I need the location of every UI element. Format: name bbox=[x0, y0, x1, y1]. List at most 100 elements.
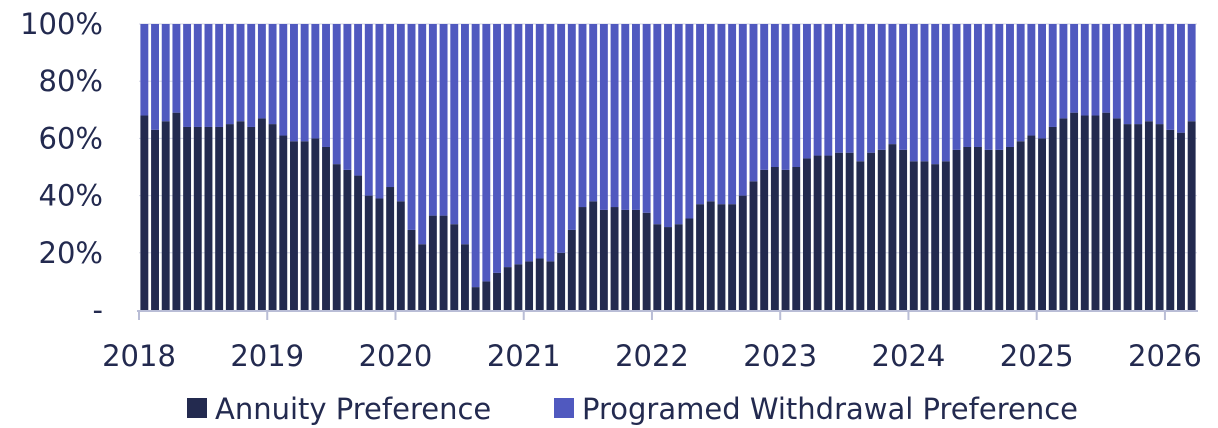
bar-programed-withdrawal-preference bbox=[685, 24, 694, 219]
bar-programed-withdrawal-preference bbox=[1134, 24, 1143, 125]
bar-programed-withdrawal-preference bbox=[503, 24, 512, 268]
bar-annuity-preference bbox=[215, 126, 224, 311]
bar-programed-withdrawal-preference bbox=[995, 24, 1004, 150]
bar-programed-withdrawal-preference bbox=[1155, 24, 1164, 125]
bar-programed-withdrawal-preference bbox=[1006, 24, 1014, 147]
bar-programed-withdrawal-preference bbox=[279, 24, 288, 136]
bar-programed-withdrawal-preference bbox=[589, 24, 598, 202]
bar-programed-withdrawal-preference bbox=[1177, 24, 1185, 133]
bar-annuity-preference bbox=[1177, 132, 1185, 310]
bar-annuity-preference bbox=[311, 138, 320, 310]
bar-programed-withdrawal-preference bbox=[1070, 24, 1079, 113]
bar-programed-withdrawal-preference bbox=[514, 24, 523, 265]
bar-annuity-preference bbox=[493, 272, 501, 310]
bar-annuity-preference bbox=[1038, 138, 1046, 310]
bar-programed-withdrawal-preference bbox=[546, 24, 555, 262]
bar-programed-withdrawal-preference bbox=[525, 24, 534, 262]
bar-programed-withdrawal-preference bbox=[225, 24, 234, 125]
bar-programed-withdrawal-preference bbox=[257, 24, 266, 119]
bar-annuity-preference bbox=[802, 158, 811, 310]
bar-programed-withdrawal-preference bbox=[151, 24, 159, 130]
bar-programed-withdrawal-preference bbox=[375, 24, 384, 199]
bar-programed-withdrawal-preference bbox=[1091, 24, 1100, 116]
bar-annuity-preference bbox=[546, 261, 555, 310]
bar-annuity-preference bbox=[375, 198, 384, 310]
legend-swatch-annuity-preference bbox=[187, 398, 207, 418]
bar-programed-withdrawal-preference bbox=[1080, 24, 1089, 116]
bar-annuity-preference bbox=[899, 149, 908, 310]
bar-annuity-preference bbox=[781, 169, 790, 310]
bar-annuity-preference bbox=[835, 152, 843, 310]
bar-annuity-preference bbox=[824, 155, 833, 310]
bar-annuity-preference bbox=[450, 224, 459, 310]
bar-annuity-preference bbox=[888, 144, 897, 310]
bar-annuity-preference bbox=[1134, 124, 1143, 310]
bar-programed-withdrawal-preference bbox=[696, 24, 705, 205]
y-tick-label: 100% bbox=[20, 7, 103, 41]
bar-programed-withdrawal-preference bbox=[396, 24, 405, 202]
y-tick-label: 20% bbox=[39, 236, 103, 270]
bar-programed-withdrawal-preference bbox=[717, 24, 726, 205]
bar-annuity-preference bbox=[664, 227, 672, 310]
bar-annuity-preference bbox=[183, 126, 192, 311]
bar-programed-withdrawal-preference bbox=[792, 24, 801, 167]
y-tick-label: 80% bbox=[39, 64, 103, 98]
bar-annuity-preference bbox=[1091, 115, 1100, 311]
bar-programed-withdrawal-preference bbox=[535, 24, 544, 259]
bar-annuity-preference bbox=[268, 124, 277, 310]
bar-annuity-preference bbox=[332, 164, 341, 310]
bar-programed-withdrawal-preference bbox=[1016, 24, 1025, 142]
bar-programed-withdrawal-preference bbox=[172, 24, 181, 113]
bar-annuity-preference bbox=[567, 229, 576, 310]
bars bbox=[140, 24, 1196, 311]
x-tick-label: 2023 bbox=[743, 339, 817, 373]
bar-annuity-preference bbox=[1027, 135, 1036, 310]
bar-annuity-preference bbox=[354, 175, 363, 310]
bar-programed-withdrawal-preference bbox=[1038, 24, 1046, 139]
bar-annuity-preference bbox=[984, 149, 993, 310]
bar-programed-withdrawal-preference bbox=[941, 24, 950, 162]
bar-programed-withdrawal-preference bbox=[781, 24, 790, 170]
bar-programed-withdrawal-preference bbox=[642, 24, 651, 213]
bar-programed-withdrawal-preference bbox=[674, 24, 683, 225]
bar-annuity-preference bbox=[674, 224, 683, 310]
bar-annuity-preference bbox=[1112, 118, 1121, 310]
bar-annuity-preference bbox=[257, 118, 266, 310]
bar-annuity-preference bbox=[920, 161, 929, 310]
bar-programed-withdrawal-preference bbox=[610, 24, 619, 208]
bar-annuity-preference bbox=[1006, 146, 1014, 310]
bar-annuity-preference bbox=[1155, 124, 1164, 310]
bar-annuity-preference bbox=[279, 135, 288, 310]
bar-programed-withdrawal-preference bbox=[364, 24, 373, 196]
bar-annuity-preference bbox=[535, 258, 544, 310]
bar-annuity-preference bbox=[867, 152, 876, 310]
bar-programed-withdrawal-preference bbox=[728, 24, 737, 205]
bar-annuity-preference bbox=[322, 146, 330, 310]
bar-programed-withdrawal-preference bbox=[1166, 24, 1175, 130]
bar-annuity-preference bbox=[856, 161, 865, 310]
bar-programed-withdrawal-preference bbox=[236, 24, 245, 122]
bar-annuity-preference bbox=[941, 161, 950, 310]
bar-programed-withdrawal-preference bbox=[931, 24, 940, 165]
bar-programed-withdrawal-preference bbox=[738, 24, 747, 196]
y-tick-label: - bbox=[93, 293, 103, 327]
bar-annuity-preference bbox=[1070, 112, 1079, 310]
bar-annuity-preference bbox=[1016, 141, 1025, 310]
bar-programed-withdrawal-preference bbox=[567, 24, 576, 230]
bar-annuity-preference bbox=[461, 244, 469, 310]
bar-annuity-preference bbox=[193, 126, 202, 311]
bar-annuity-preference bbox=[728, 204, 737, 310]
bar-programed-withdrawal-preference bbox=[867, 24, 876, 153]
bar-programed-withdrawal-preference bbox=[1048, 24, 1057, 127]
bar-programed-withdrawal-preference bbox=[461, 24, 469, 245]
bar-programed-withdrawal-preference bbox=[760, 24, 769, 170]
bar-annuity-preference bbox=[151, 129, 159, 310]
bar-annuity-preference bbox=[931, 164, 940, 310]
bar-annuity-preference bbox=[439, 215, 448, 310]
bar-programed-withdrawal-preference bbox=[450, 24, 459, 225]
bar-annuity-preference bbox=[471, 287, 480, 310]
bar-annuity-preference bbox=[685, 218, 694, 310]
bar-annuity-preference bbox=[877, 149, 886, 310]
